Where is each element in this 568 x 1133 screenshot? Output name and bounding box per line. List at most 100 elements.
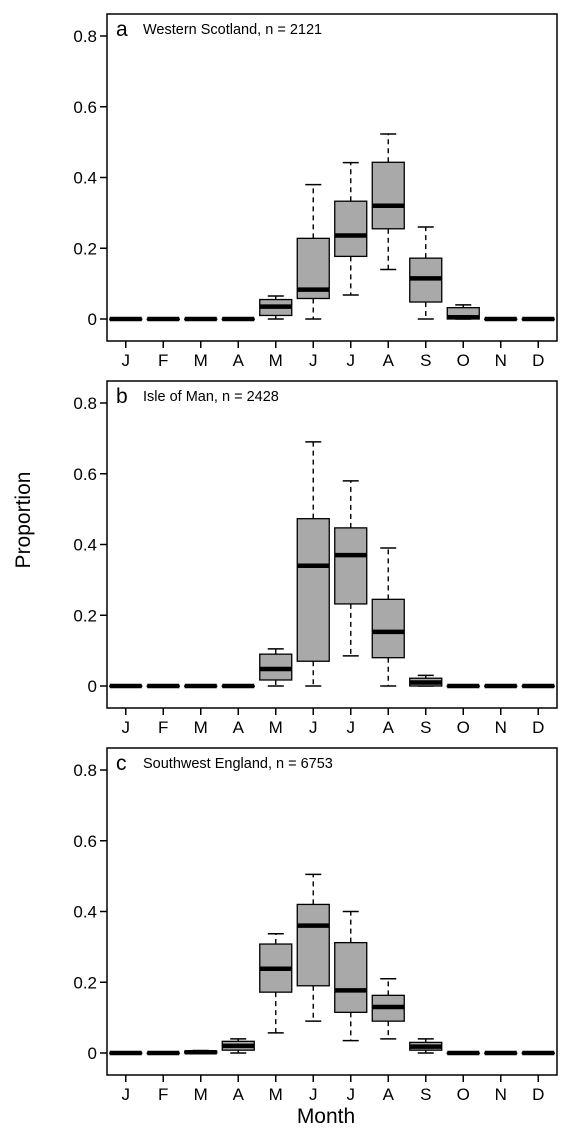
x-tick-label: M — [194, 351, 208, 370]
box-F-1 — [146, 683, 180, 689]
box-D-11 — [521, 316, 555, 322]
box-O-9 — [446, 304, 480, 320]
y-tick-label: 0.8 — [73, 27, 97, 46]
panel-c: 0 0.2 0.4 0.6 0.8 J F M A M J J A S O N Dc Southwest Engl… — [73, 747, 558, 1104]
box-M-2 — [184, 683, 218, 689]
panel-frame — [106, 747, 558, 1076]
box-J-5 — [296, 183, 330, 320]
panel-frame — [106, 380, 558, 709]
box-J-5 — [296, 441, 330, 687]
box-S-8 — [409, 226, 443, 320]
box-N-10 — [484, 316, 518, 322]
x-tick-label: A — [233, 718, 245, 737]
iqr-box — [334, 941, 368, 1013]
x-tick-label: S — [420, 1085, 431, 1104]
x-tick-label: J — [347, 1085, 356, 1104]
box-J-5 — [296, 873, 330, 1022]
box-J-0 — [109, 316, 143, 322]
box-N-10 — [484, 1050, 518, 1056]
x-tick-label: M — [194, 718, 208, 737]
iqr-box — [371, 598, 405, 659]
y-axis-title: Proportion — [12, 472, 35, 569]
box-M-4 — [259, 648, 293, 687]
box-J-6 — [334, 161, 368, 296]
x-tick-label: J — [309, 718, 318, 737]
x-tick-label: J — [309, 1085, 318, 1104]
panel-letter: c — [116, 752, 127, 775]
box-J-6 — [334, 480, 368, 657]
x-tick-label: A — [383, 718, 395, 737]
x-tick-label: A — [383, 351, 395, 370]
iqr-box — [334, 200, 368, 258]
panel-b: 0 0.2 0.4 0.6 0.8 J F M A M J J A S O N Db Isle of Man, n… — [73, 380, 558, 737]
y-tick-label: 0.8 — [73, 394, 97, 413]
panel-frame — [106, 13, 558, 342]
x-tick-label: N — [495, 351, 507, 370]
y-tick-label: 0.4 — [73, 169, 97, 188]
x-tick-label: D — [532, 1085, 544, 1104]
x-tick-label: A — [383, 1085, 395, 1104]
x-tick-label: A — [233, 351, 245, 370]
y-tick-label: 0 — [88, 677, 97, 696]
y-tick-label: 0.4 — [73, 536, 97, 555]
iqr-box — [334, 527, 368, 605]
y-tick-label: 0.6 — [73, 832, 97, 851]
panel-title: Southwest England, n = 6753 — [143, 756, 333, 772]
x-tick-label: J — [347, 351, 356, 370]
x-tick-label: F — [158, 1085, 168, 1104]
y-tick-label: 0 — [88, 310, 97, 329]
x-tick-label: S — [420, 718, 431, 737]
x-tick-label: O — [457, 718, 470, 737]
y-tick-label: 0.2 — [73, 606, 97, 625]
x-tick-label: M — [269, 351, 283, 370]
y-tick-label: 0.8 — [73, 761, 97, 780]
x-tick-label: F — [158, 718, 168, 737]
x-tick-label: O — [457, 351, 470, 370]
x-tick-label: D — [532, 351, 544, 370]
panel-a: 0 0.2 0.4 0.6 0.8 J F M A M J J A S O N Da Western Scotla… — [73, 13, 558, 370]
box-J-0 — [109, 683, 143, 689]
x-tick-label: S — [420, 351, 431, 370]
box-A-7 — [371, 547, 405, 687]
box-D-11 — [521, 1050, 555, 1056]
x-tick-label: M — [194, 1085, 208, 1104]
x-tick-label: J — [309, 351, 318, 370]
box-O-9 — [446, 683, 480, 689]
y-tick-label: 0.2 — [73, 239, 97, 258]
x-tick-label: D — [532, 718, 544, 737]
x-tick-label: J — [122, 1085, 131, 1104]
y-tick-label: 0.2 — [73, 973, 97, 992]
y-tick-label: 0.6 — [73, 98, 97, 117]
panel-letter: a — [116, 18, 128, 41]
box-J-0 — [109, 1050, 143, 1056]
box-M-2 — [184, 316, 218, 322]
box-S-8 — [409, 674, 443, 687]
x-tick-label: A — [233, 1085, 245, 1104]
panel-title: Western Scotland, n = 2121 — [143, 22, 322, 38]
box-J-6 — [334, 910, 368, 1042]
panel-letter: b — [116, 385, 128, 408]
x-tick-label: J — [347, 718, 356, 737]
x-tick-label: M — [269, 1085, 283, 1104]
iqr-box — [296, 903, 330, 987]
panel-title: Isle of Man, n = 2428 — [143, 389, 279, 405]
box-D-11 — [521, 683, 555, 689]
box-S-8 — [409, 1038, 443, 1054]
box-A-3 — [221, 1038, 255, 1054]
box-O-9 — [446, 1050, 480, 1056]
iqr-box — [371, 161, 405, 230]
box-M-2 — [184, 1049, 218, 1055]
box-A-3 — [221, 316, 255, 322]
box-M-4 — [259, 933, 293, 1034]
x-tick-label: J — [122, 718, 131, 737]
y-tick-label: 0.6 — [73, 465, 97, 484]
x-tick-label: N — [495, 718, 507, 737]
y-tick-label: 0.4 — [73, 903, 97, 922]
x-tick-label: O — [457, 1085, 470, 1104]
box-M-4 — [259, 295, 293, 320]
x-tick-label: N — [495, 1085, 507, 1104]
iqr-box — [296, 518, 330, 662]
y-tick-label: 0 — [88, 1044, 97, 1063]
x-axis-title: Month — [297, 1105, 355, 1128]
